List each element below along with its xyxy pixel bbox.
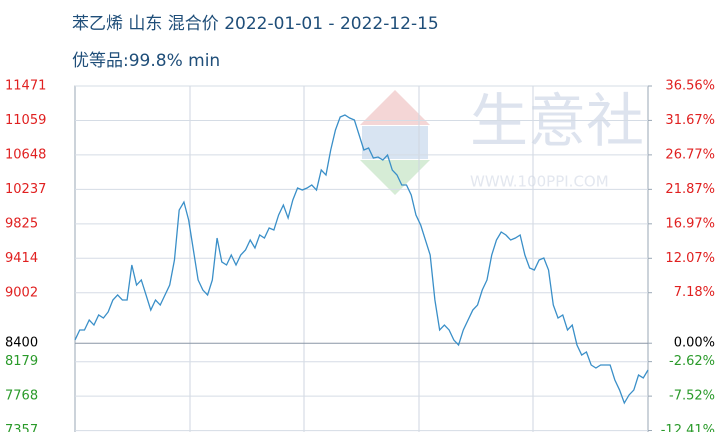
y2-tick-label: 16.97% <box>665 216 715 231</box>
y-tick-label: 8179 <box>5 354 38 369</box>
y-tick-label: 9825 <box>5 216 38 231</box>
chart-title: 苯乙烯 山东 混合价 2022-01-01 - 2022-12-15 <box>72 14 439 34</box>
y2-tick-label: 31.67% <box>665 113 715 128</box>
watermark-logo <box>362 126 428 159</box>
y2-tick-label: 26.77% <box>665 147 715 162</box>
y-tick-label: 7768 <box>5 389 38 404</box>
y-tick-label: 9414 <box>5 251 38 266</box>
watermark-text: 生意社 <box>470 87 644 155</box>
watermark-logo <box>360 160 430 195</box>
watermark-logo <box>360 90 430 125</box>
y-tick-label: 8400 <box>5 336 38 351</box>
y2-tick-label: 21.87% <box>665 182 715 197</box>
data-line <box>74 114 649 405</box>
y2-tick-label: 12.07% <box>665 251 715 266</box>
y-tick-label: 10648 <box>5 147 46 162</box>
y2-tick-label: -12.41% <box>661 423 715 432</box>
y-tick-label: 7357 <box>5 423 38 432</box>
y-tick-label: 11059 <box>5 113 46 128</box>
chart-subtitle: 优等品:99.8% min <box>72 51 220 71</box>
watermark: 生意社 WWW.100PPI.COM <box>360 87 644 195</box>
y-tick-label: 9002 <box>5 285 38 300</box>
y2-tick-label: 7.18% <box>674 285 715 300</box>
vertical-grid <box>189 86 534 432</box>
y2-tick-label: 36.56% <box>665 79 715 94</box>
y2-tick-label: -7.52% <box>669 389 715 404</box>
y2-tick-label: -2.62% <box>669 354 715 369</box>
y2-tick-label: 0.00% <box>674 336 715 351</box>
y-tick-label: 10237 <box>5 182 46 197</box>
y-tick-label: 11471 <box>5 79 46 94</box>
watermark-url: WWW.100PPI.COM <box>470 173 609 191</box>
